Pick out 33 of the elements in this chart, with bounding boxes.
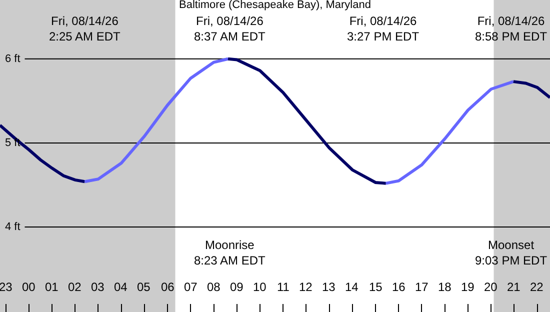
x-tick-label: 12 [299, 280, 313, 294]
x-tick-label: 10 [253, 280, 267, 294]
x-tick-label: 15 [369, 280, 383, 294]
x-tick-label: 08 [207, 280, 221, 294]
x-tick-label: 05 [137, 280, 151, 294]
x-tick-label: 09 [230, 280, 244, 294]
x-tick-label: 06 [161, 280, 175, 294]
x-tick-label: 03 [91, 280, 105, 294]
x-tick-label: 04 [114, 280, 128, 294]
x-tick-label: 16 [392, 280, 406, 294]
chart-title: Baltimore (Chesapeake Bay), Maryland [179, 0, 371, 12]
x-tick-label: 21 [507, 280, 521, 294]
x-tick-label: 07 [184, 280, 198, 294]
annotation: Fri, 08/14/26 3:27 PM EDT [347, 14, 420, 44]
x-tick-label: 02 [68, 280, 82, 294]
annotation: Moonset 9:03 PM EDT [475, 238, 548, 268]
x-tick-label: 20 [484, 280, 498, 294]
x-tick-label: 18 [438, 280, 452, 294]
y-tick-label: 4 ft [5, 221, 20, 233]
x-tick-label: 00 [22, 280, 36, 294]
line-series [512, 80, 550, 100]
x-tick-label: 17 [415, 280, 429, 294]
annotation: Fri, 08/14/26 8:37 AM EDT [194, 14, 266, 44]
x-tick-label: 13 [322, 280, 336, 294]
annotation: Moonrise 8:23 AM EDT [194, 238, 266, 268]
x-tick-label: 19 [461, 280, 475, 294]
x-tick-label: 14 [345, 280, 359, 294]
annotation: Fri, 08/14/26 2:25 AM EDT [49, 14, 122, 44]
annotation: Fri, 08/14/26 8:58 PM EDT [475, 14, 548, 44]
x-tick-label: 01 [45, 280, 59, 294]
y-tick-label: 6 ft [5, 53, 20, 65]
x-tick-label: 22 [530, 280, 544, 294]
x-tick-label: 11 [277, 280, 290, 294]
